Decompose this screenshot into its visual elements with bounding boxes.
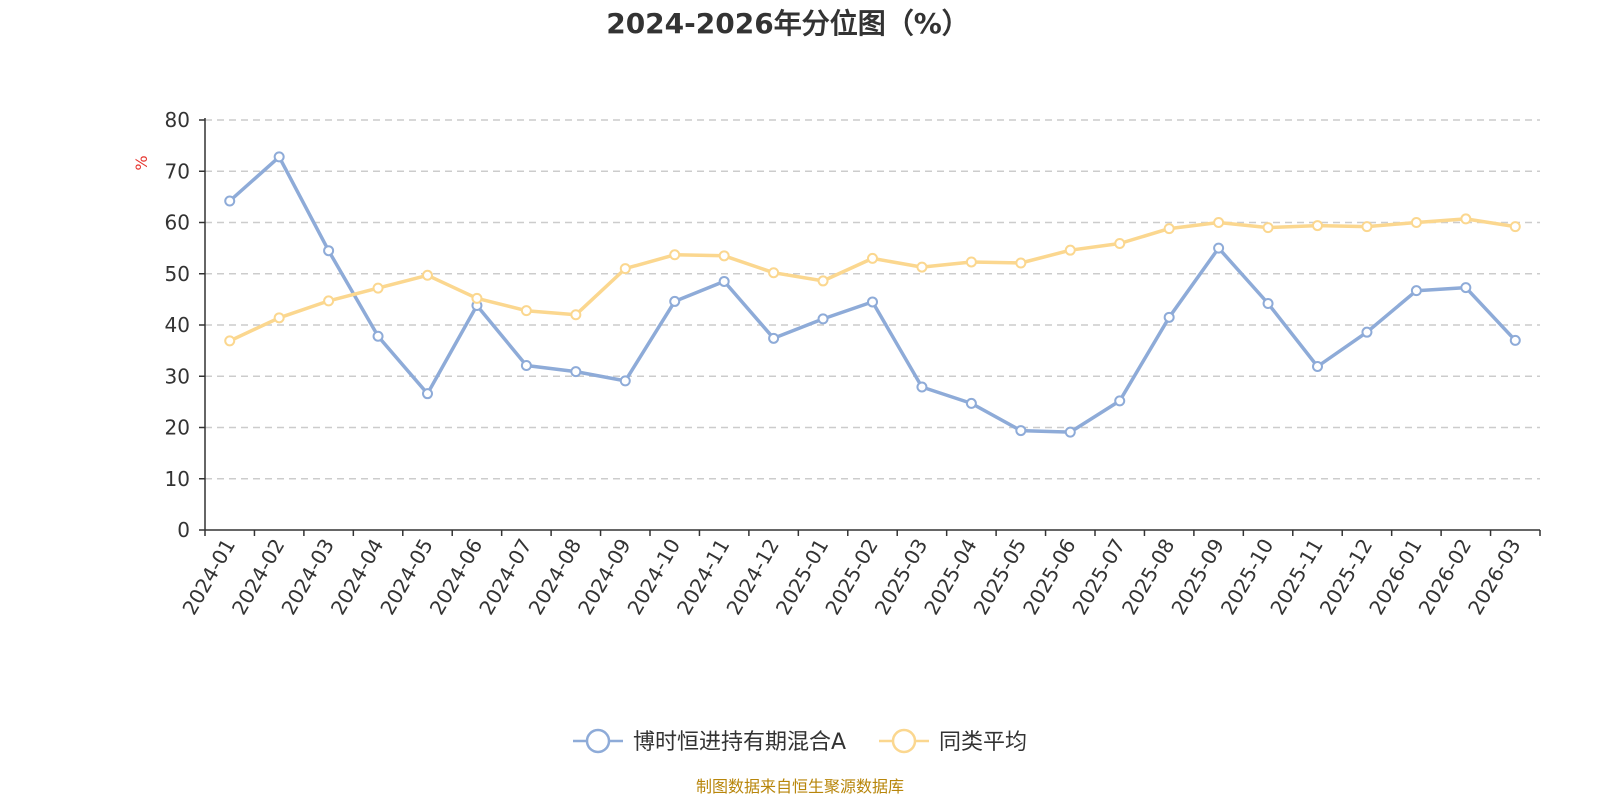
data-point[interactable] <box>1509 221 1521 233</box>
legend-item-2[interactable]: 同类平均 <box>879 728 1027 755</box>
series-2 <box>224 213 1521 347</box>
series-line-2 <box>227 217 1518 343</box>
data-point[interactable] <box>817 275 829 287</box>
data-point[interactable] <box>1064 244 1076 256</box>
data-point[interactable] <box>1015 425 1027 437</box>
data-point[interactable] <box>916 261 928 273</box>
data-point[interactable] <box>867 296 878 308</box>
data-point[interactable] <box>1361 221 1373 233</box>
legend-label: 博时恒进持有期混合A <box>633 730 846 755</box>
data-point[interactable] <box>323 245 335 257</box>
data-point[interactable] <box>1460 213 1472 225</box>
y-tick-label: 60 <box>165 211 190 235</box>
data-point[interactable] <box>768 332 780 344</box>
data-point[interactable] <box>520 305 532 317</box>
data-point[interactable] <box>422 269 433 281</box>
y-axis-unit: % <box>132 155 151 170</box>
data-point[interactable] <box>1213 217 1225 228</box>
data-point[interactable] <box>916 381 928 393</box>
y-tick-label: 70 <box>165 159 190 183</box>
data-point[interactable] <box>323 295 335 307</box>
legend-circle-icon <box>891 728 917 754</box>
data-point[interactable] <box>965 397 977 409</box>
y-tick-label: 80 <box>165 108 190 132</box>
data-point[interactable] <box>1163 311 1175 323</box>
data-point[interactable] <box>422 388 433 400</box>
data-point[interactable] <box>1361 326 1373 338</box>
data-point[interactable] <box>1064 426 1076 438</box>
data-point[interactable] <box>718 250 730 262</box>
data-point[interactable] <box>1312 220 1323 232</box>
legend-circle-icon <box>585 728 611 754</box>
data-point[interactable] <box>570 309 582 321</box>
data-point[interactable] <box>1213 242 1225 254</box>
data-point[interactable] <box>1114 238 1126 250</box>
data-point[interactable] <box>768 267 780 279</box>
y-tick-label: 20 <box>165 416 190 440</box>
legend[interactable]: 博时恒进持有期混合A 同类平均 <box>573 728 1027 755</box>
data-point[interactable] <box>520 359 532 371</box>
series-lines <box>224 151 1521 438</box>
data-point[interactable] <box>471 292 483 304</box>
y-tick-label: 10 <box>165 467 190 491</box>
data-point[interactable] <box>718 275 730 287</box>
series-1 <box>224 151 1521 438</box>
data-point[interactable] <box>1262 297 1274 309</box>
chart-title: 2024-2026年分位图（%） <box>606 7 970 40</box>
y-tick-label: 40 <box>165 313 190 337</box>
data-point[interactable] <box>817 313 829 325</box>
data-point[interactable] <box>1262 222 1274 234</box>
data-point[interactable] <box>224 335 236 347</box>
data-point[interactable] <box>619 375 631 387</box>
data-point[interactable] <box>1410 217 1422 228</box>
data-point[interactable] <box>1410 285 1422 297</box>
data-point[interactable] <box>1312 361 1323 373</box>
data-point[interactable] <box>570 366 582 378</box>
data-point[interactable] <box>965 256 977 268</box>
data-point[interactable] <box>224 195 236 207</box>
data-point[interactable] <box>273 312 285 324</box>
data-point[interactable] <box>1015 257 1027 269</box>
data-point[interactable] <box>669 249 681 261</box>
data-point[interactable] <box>1460 282 1472 294</box>
legend-label: 同类平均 <box>939 730 1027 755</box>
data-point[interactable] <box>1163 223 1175 235</box>
y-tick-label: 30 <box>165 364 190 388</box>
series-line-1 <box>227 155 1518 434</box>
data-point[interactable] <box>867 252 878 264</box>
y-tick-label: 0 <box>177 518 190 542</box>
axes: 010203040506070802024-012024-022024-0320… <box>165 108 1541 619</box>
y-tick-label: 50 <box>165 262 190 286</box>
data-point[interactable] <box>669 295 681 307</box>
data-point[interactable] <box>273 151 285 163</box>
legend-item-1[interactable]: 博时恒进持有期混合A <box>573 728 846 755</box>
data-point[interactable] <box>619 263 631 275</box>
data-point[interactable] <box>372 282 384 294</box>
source-note: 制图数据来自恒生聚源数据库 <box>696 777 904 796</box>
data-point[interactable] <box>1509 334 1521 346</box>
data-point[interactable] <box>372 330 384 342</box>
data-point[interactable] <box>1114 395 1126 407</box>
